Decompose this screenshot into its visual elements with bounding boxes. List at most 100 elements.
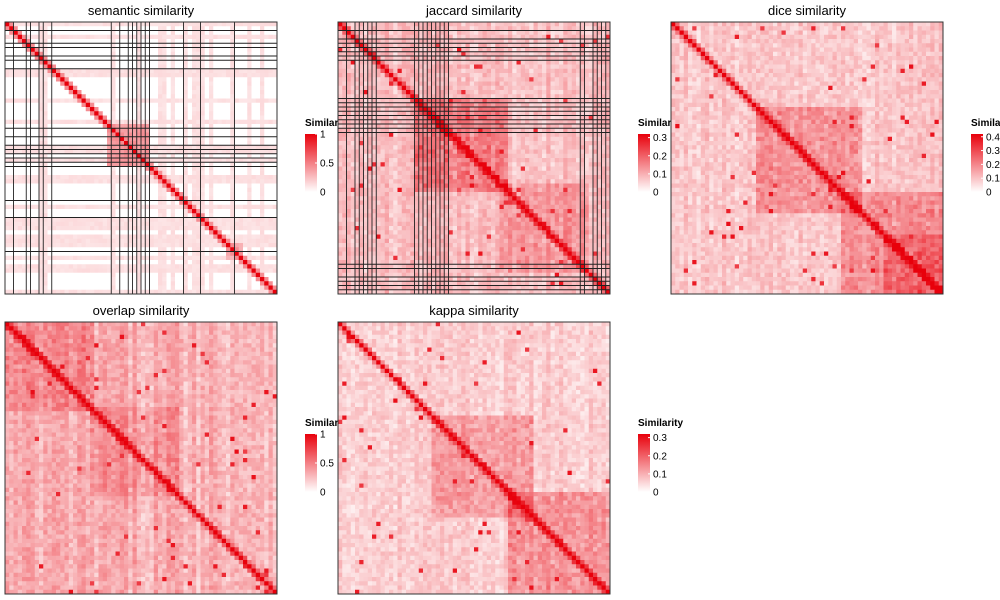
heatmap-cell [167,188,172,193]
heatmap-cell [111,31,116,36]
heatmap-cell [167,273,172,278]
heatmap-cell [14,230,19,235]
heatmap-cell [14,281,19,286]
heatmap-diagonal-cell [269,286,274,291]
heatmap-cell [256,260,261,265]
heatmap-cell [260,281,265,286]
heatmap-cell [162,209,167,214]
heatmap-cell [247,107,252,112]
heatmap-cell [264,222,269,227]
heatmap-cell [150,273,155,278]
heatmap-cell [457,69,462,74]
heatmap-cell [192,137,197,142]
heatmap-cell [18,222,23,227]
heatmap-cell [252,22,257,27]
heatmap-cell [226,175,231,180]
heatmap-cell [525,31,530,36]
heatmap-cell [94,222,99,227]
heatmap-cell [86,167,91,172]
heatmap-cell [222,230,227,235]
heatmap-cell [222,94,227,99]
heatmap-cell [99,107,104,112]
heatmap-cell [82,184,87,189]
heatmap-cell [260,99,265,104]
heatmap-cell [52,90,57,95]
heatmap-cell [222,222,227,227]
heatmap-cell [269,264,274,269]
heatmap-cell [43,188,48,193]
heatmap-cell [188,201,193,206]
heatmap-cell [406,22,411,27]
heatmap-cell [269,137,274,142]
heatmap-cell [111,281,116,286]
heatmap-cell [43,107,48,112]
heatmap-cell [5,94,10,99]
heatmap-cell [43,35,48,40]
heatmap-cell [82,264,87,269]
heatmap-cell [52,286,57,291]
heatmap-cell [65,281,70,286]
heatmap-cell [150,48,155,53]
heatmap-cell [5,90,10,95]
heatmap-cell [73,48,78,53]
heatmap-cell [264,277,269,282]
heatmap-cell [201,235,206,240]
heatmap-cell [162,111,167,116]
heatmap-cell [188,90,193,95]
heatmap-cell [167,35,172,40]
heatmap-cell [167,22,172,27]
heatmap-cell [188,286,193,291]
heatmap-cell [111,218,116,223]
heatmap-cell [500,65,505,70]
heatmap-cell [256,235,261,240]
heatmap-cell [188,48,193,53]
heatmap-cell [77,235,82,240]
heatmap-cell [235,35,240,40]
heatmap-cell [52,188,57,193]
heatmap-cell [264,256,269,261]
heatmap-cell [90,201,95,206]
heatmap-cell [188,192,193,197]
heatmap-cell [14,111,19,116]
heatmap-cell [111,120,116,125]
heatmap-cell [18,99,23,104]
heatmap-cell [103,35,108,40]
heatmap-cell [252,222,257,227]
heatmap-cell [175,175,180,180]
heatmap-cell [94,260,99,265]
heatmap-cell [14,277,19,282]
heatmap-cell [188,188,193,193]
heatmap-cell [205,243,210,248]
heatmap-cell [500,69,505,74]
heatmap-cell [14,235,19,240]
heatmap-cell [111,256,116,261]
heatmap-cell [14,116,19,121]
heatmap-cell [243,107,248,112]
heatmap-cell [14,201,19,206]
heatmap-cell [466,31,471,36]
heatmap-cell [205,167,210,172]
heatmap-cell [264,167,269,172]
heatmap-cell [167,73,172,78]
heatmap-cell [94,90,99,95]
heatmap-cell [466,69,471,74]
heatmap-cell [542,65,547,70]
heatmap-cell [500,73,505,78]
heatmap-cell [14,264,19,269]
heatmap-cell [5,222,10,227]
heatmap-cell [77,205,82,210]
heatmap-cell [491,69,496,74]
heatmap-cell [205,22,210,27]
heatmap-cell [474,22,479,27]
heatmap-cell [77,86,82,91]
heatmap-cell [167,99,172,104]
heatmap-cell [461,60,466,65]
heatmap-cell [269,90,274,95]
heatmap-cell [82,239,87,244]
heatmap-cell [184,73,189,78]
heatmap-cell [31,226,36,231]
heatmap-cell [534,69,539,74]
heatmap-cell [60,218,65,223]
heatmap-cell [402,31,407,36]
heatmap-cell [65,73,70,78]
